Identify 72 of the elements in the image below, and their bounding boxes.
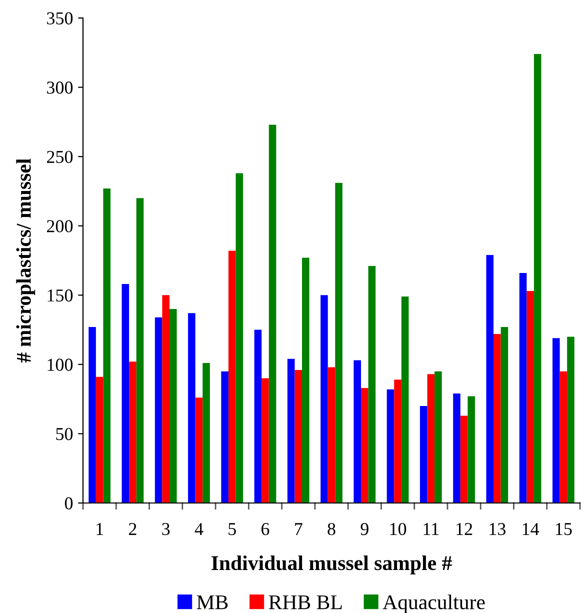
x-tick-label: 11 xyxy=(424,523,439,535)
bar xyxy=(526,290,534,503)
bar xyxy=(236,173,244,503)
bar xyxy=(486,254,494,503)
bar xyxy=(453,394,460,503)
bar xyxy=(560,371,568,503)
bar xyxy=(368,266,376,503)
bar xyxy=(335,182,342,503)
y-tick-label: 50 xyxy=(56,428,73,440)
bar xyxy=(360,388,368,503)
bar xyxy=(386,389,394,503)
bar xyxy=(96,376,104,503)
bar xyxy=(254,330,262,503)
bar xyxy=(195,398,203,503)
bar xyxy=(294,370,302,503)
bar xyxy=(354,360,361,503)
bar xyxy=(188,313,196,503)
x-tick-label: 1 xyxy=(96,523,103,535)
bar xyxy=(122,284,130,503)
bar xyxy=(154,317,162,503)
bar xyxy=(262,378,269,503)
bar xyxy=(552,338,560,503)
bar xyxy=(567,336,574,503)
x-tick-label: 15 xyxy=(556,523,572,536)
legend-label: RHB BL xyxy=(268,595,342,610)
x-tick-label: 3 xyxy=(162,523,170,536)
y-axis-title: # microplastics/ mussel xyxy=(16,158,36,362)
x-tick-label: 4 xyxy=(194,523,204,535)
x-tick-label: 12 xyxy=(456,523,472,535)
x-tick-label: 13 xyxy=(490,523,506,536)
bar xyxy=(494,334,501,503)
x-tick-label: 6 xyxy=(261,523,270,536)
bar xyxy=(500,327,508,503)
bar xyxy=(302,258,310,503)
bar xyxy=(328,367,336,503)
y-tick-label: 250 xyxy=(46,150,73,164)
bar xyxy=(401,296,409,503)
legend-label: MB xyxy=(196,595,228,610)
y-tick-label: 350 xyxy=(47,12,73,24)
bar xyxy=(534,54,542,503)
bar xyxy=(103,188,110,503)
y-tick-label: 0 xyxy=(64,497,73,510)
bar xyxy=(420,406,428,503)
y-tick-label: 100 xyxy=(48,358,73,371)
bar xyxy=(136,198,144,503)
bar xyxy=(394,380,402,503)
bar xyxy=(287,358,295,503)
bar xyxy=(162,295,170,503)
bar xyxy=(221,371,228,503)
bar xyxy=(427,374,435,503)
y-tick-label: 200 xyxy=(46,220,73,232)
y-tick-label: 150 xyxy=(48,289,73,302)
bar xyxy=(169,309,177,503)
bar xyxy=(129,362,136,503)
bar xyxy=(460,416,468,503)
x-tick-label: 9 xyxy=(360,523,368,536)
x-axis-title: Individual mussel sample # xyxy=(212,555,452,574)
bar xyxy=(228,250,236,503)
bar xyxy=(202,363,210,503)
x-tick-label: 2 xyxy=(128,523,136,535)
bar xyxy=(434,371,442,503)
bar xyxy=(519,272,527,503)
x-tick-label: 14 xyxy=(522,523,540,535)
x-tick-label: 7 xyxy=(295,523,302,535)
x-tick-label: 8 xyxy=(328,522,336,536)
x-tick-label: 5 xyxy=(228,523,236,536)
bar xyxy=(468,396,475,503)
bar xyxy=(268,124,276,503)
bar xyxy=(320,295,328,503)
bar xyxy=(88,327,96,503)
x-tick-label: 10 xyxy=(390,522,406,536)
y-tick-label: 300 xyxy=(47,82,73,94)
